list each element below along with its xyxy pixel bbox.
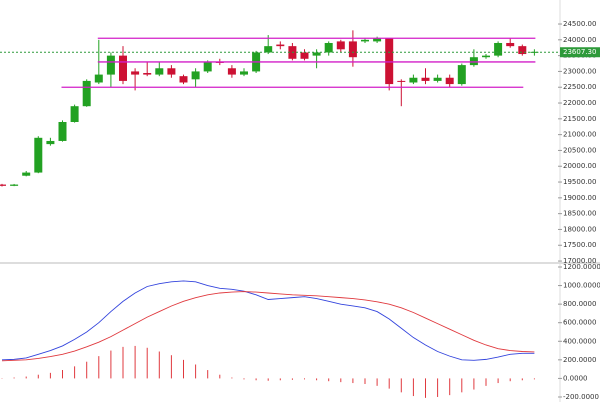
candle-body bbox=[240, 71, 248, 75]
candle-body bbox=[445, 77, 454, 85]
candle-body bbox=[22, 172, 31, 176]
candle-body bbox=[361, 39, 369, 42]
candle-body bbox=[518, 46, 527, 55]
candle-body bbox=[143, 73, 152, 75]
candle-body bbox=[203, 61, 212, 72]
y-tick-label: 24500.00 bbox=[563, 20, 596, 28]
candle-body bbox=[131, 71, 140, 75]
last-price-label: 23607.30 bbox=[563, 48, 596, 56]
candle-body bbox=[469, 57, 478, 66]
candle-body bbox=[276, 44, 285, 47]
y-tick-label: 22500.00 bbox=[563, 83, 596, 91]
candle-body bbox=[167, 68, 176, 75]
y-tick-label: 19500.00 bbox=[563, 178, 596, 186]
candle-body bbox=[506, 42, 515, 47]
candle-body bbox=[227, 68, 236, 75]
candle-body bbox=[385, 38, 394, 85]
macd-line bbox=[1, 280, 535, 361]
last-price-box bbox=[560, 47, 600, 58]
y-tick-label: 24000.00 bbox=[563, 36, 596, 44]
candle-body bbox=[94, 74, 103, 83]
candle-body bbox=[155, 68, 164, 75]
y-tick-label: 800.0000 bbox=[563, 300, 596, 308]
candle-body bbox=[348, 41, 357, 58]
y-tick-label: 0.0000 bbox=[563, 374, 588, 382]
candle-body bbox=[312, 52, 321, 56]
y-tick-label: -200.0000 bbox=[563, 393, 599, 401]
candle-body bbox=[433, 77, 442, 81]
y-tick-label: 17000.00 bbox=[563, 257, 596, 265]
candle-body bbox=[106, 55, 115, 75]
candle-body bbox=[82, 80, 91, 107]
candle-body bbox=[0, 184, 6, 186]
candle-body bbox=[421, 77, 430, 81]
candle-body bbox=[34, 137, 43, 173]
candle-body bbox=[191, 71, 200, 80]
candle-body bbox=[457, 65, 466, 85]
y-tick-label: 1000.0000 bbox=[563, 282, 600, 290]
candle-body bbox=[373, 38, 382, 42]
candle-body bbox=[336, 41, 345, 50]
y-tick-label: 18500.00 bbox=[563, 210, 596, 218]
y-tick-label: 18000.00 bbox=[563, 225, 596, 233]
candle-body bbox=[324, 42, 333, 53]
candle-body bbox=[494, 42, 503, 56]
candle-body bbox=[300, 52, 309, 59]
candle-body bbox=[119, 55, 127, 81]
y-tick-label: 1200.0000 bbox=[563, 263, 600, 271]
y-tick-label: 17500.00 bbox=[563, 241, 596, 249]
candle-body bbox=[264, 46, 273, 53]
y-tick-label: 21500.00 bbox=[563, 115, 596, 123]
y-tick-label: 23000.00 bbox=[563, 67, 596, 75]
y-tick-label: 20000.00 bbox=[563, 162, 596, 170]
y-tick-label: 19000.00 bbox=[563, 194, 596, 202]
candle-body bbox=[409, 77, 418, 83]
y-tick-label: 200.0000 bbox=[563, 356, 596, 364]
y-tick-label: 400.0000 bbox=[563, 337, 596, 345]
candle-body bbox=[10, 184, 19, 186]
y-tick-label: 22000.00 bbox=[563, 99, 596, 107]
candle-body bbox=[70, 106, 79, 122]
candle-body bbox=[397, 80, 406, 82]
y-tick-label: 20500.00 bbox=[563, 146, 596, 154]
candle-body bbox=[46, 140, 55, 145]
candle-body bbox=[179, 76, 188, 83]
candle-body bbox=[482, 55, 490, 58]
candle-body bbox=[530, 51, 539, 53]
y-tick-label: 600.0000 bbox=[563, 319, 596, 327]
candle-body bbox=[58, 121, 67, 141]
y-tick-label: 21000.00 bbox=[563, 131, 596, 139]
macd-line bbox=[1, 291, 535, 362]
